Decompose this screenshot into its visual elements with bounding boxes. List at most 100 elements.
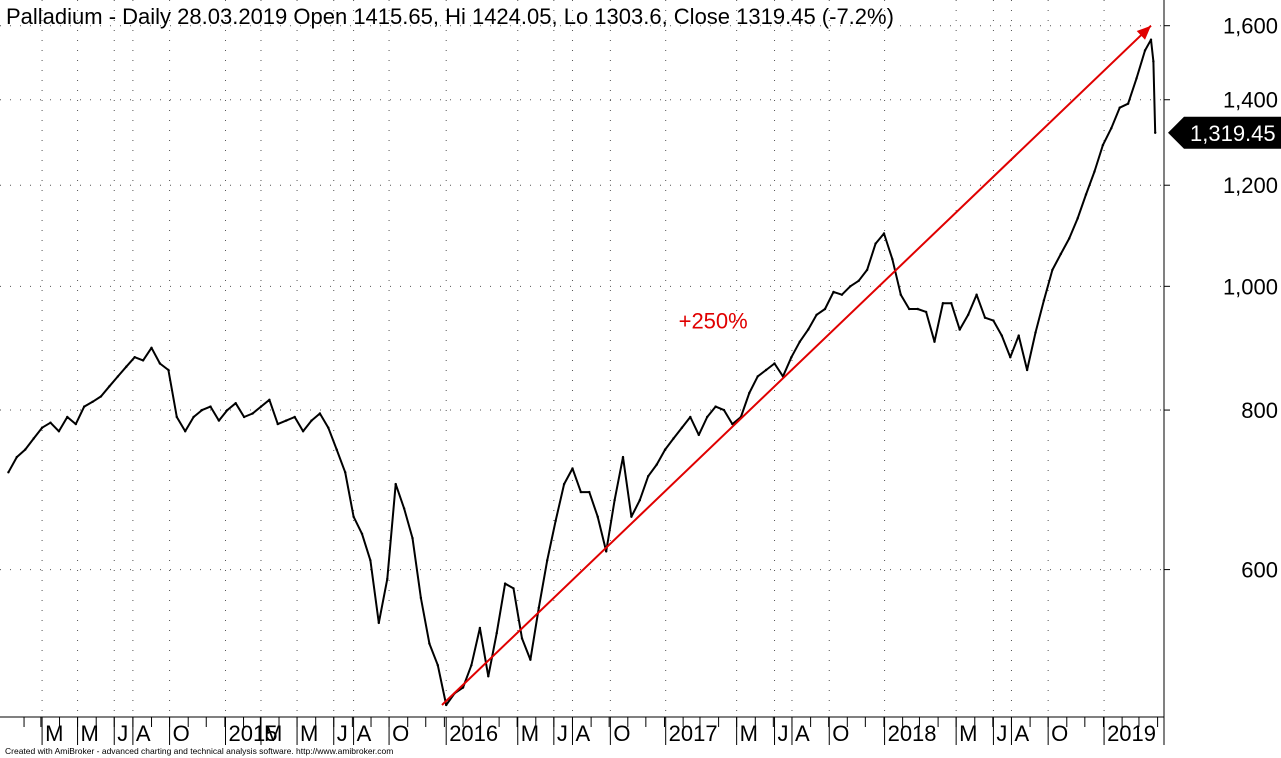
price-point: [731, 422, 734, 426]
price-point: [773, 362, 776, 365]
price-point: [108, 385, 111, 388]
price-point: [697, 433, 700, 437]
price-point: [1017, 334, 1020, 337]
price-point: [1000, 334, 1003, 337]
y-tick-label: 1,200: [1223, 173, 1278, 198]
x-tick-label: O: [173, 721, 190, 746]
price-point: [562, 482, 566, 486]
x-tick-label: M: [521, 721, 539, 746]
price-point: [74, 422, 78, 426]
price-point: [941, 302, 945, 305]
price-point: [908, 307, 911, 311]
x-tick-label: A: [136, 721, 151, 746]
price-point: [66, 415, 69, 419]
price-point: [647, 475, 650, 478]
price-point: [1034, 331, 1037, 334]
x-tick-label: 2015: [228, 721, 277, 746]
x-tick-label: J: [117, 721, 128, 746]
price-point: [276, 422, 279, 426]
chart-title: Palladium - Daily 28.03.2019 Open 1415.6…: [6, 4, 894, 29]
price-point: [402, 507, 406, 510]
price-point: [1118, 106, 1121, 109]
price-point: [958, 328, 961, 331]
x-tick-label: M: [300, 721, 318, 746]
price-point: [865, 268, 869, 272]
price-point: [377, 621, 380, 625]
price-point: [672, 437, 675, 440]
price-series: [7, 38, 1157, 707]
price-point: [158, 362, 162, 365]
price-point: [916, 307, 919, 311]
price-point: [487, 675, 490, 678]
price-point: [1149, 38, 1153, 41]
price-point: [40, 426, 44, 429]
last-value-badge: 1,319.45: [1168, 116, 1281, 149]
price-point: [116, 375, 120, 378]
price-point: [99, 395, 103, 398]
y-tick-label: 1,600: [1223, 14, 1278, 39]
trendline-group: [441, 24, 1152, 706]
x-tick-label: M: [81, 721, 99, 746]
x-tick-label: M: [959, 721, 977, 746]
x-tick-label: J: [996, 721, 1007, 746]
price-point: [512, 587, 515, 590]
x-tick-label: A: [357, 721, 372, 746]
price-point: [175, 415, 178, 419]
price-point: [386, 577, 389, 581]
x-tick-label: A: [575, 721, 590, 746]
price-point: [630, 515, 633, 518]
x-tick-label: J: [778, 721, 789, 746]
price-point: [849, 285, 852, 288]
price-point: [798, 340, 801, 343]
price-point: [150, 346, 153, 349]
price-point: [436, 664, 439, 667]
price-point: [327, 426, 330, 429]
price-point: [807, 328, 810, 331]
grid-lines: [0, 0, 1164, 717]
price-point: [1009, 356, 1012, 359]
price-point: [992, 319, 995, 322]
price-point: [1076, 217, 1079, 220]
price-point: [857, 279, 860, 282]
y-tick-label: 600: [1241, 558, 1278, 583]
y-axis-ticks: 600 800 1,000 1,200 1,400 1,600: [1164, 14, 1278, 583]
price-point: [899, 293, 902, 296]
price-point: [411, 536, 414, 540]
price-point: [874, 242, 877, 245]
price-point: [1059, 252, 1063, 256]
price-point: [209, 405, 212, 408]
price-point: [832, 290, 835, 294]
price-point: [596, 515, 599, 518]
price-point: [1126, 102, 1130, 105]
price-point: [15, 455, 18, 459]
price-point: [1042, 299, 1046, 302]
x-tick-label: 2016: [449, 721, 498, 746]
price-point: [1135, 77, 1138, 80]
price-point: [756, 375, 759, 378]
price-point: [394, 482, 397, 486]
price-point: [950, 302, 953, 305]
price-point: [689, 415, 692, 419]
gain-annotation: +250%: [679, 309, 748, 334]
x-tick-label: O: [832, 721, 849, 746]
price-point: [714, 405, 717, 408]
x-tick-label: A: [795, 721, 810, 746]
price-point: [1093, 170, 1096, 173]
price-point: [1051, 268, 1054, 272]
price-point: [259, 405, 263, 408]
price-point: [318, 412, 322, 415]
trendline-arrowhead: [1136, 25, 1151, 40]
last-value-label: 1,319.45: [1190, 121, 1276, 146]
price-point: [49, 421, 52, 424]
price-point: [461, 686, 465, 689]
price-point: [722, 408, 726, 412]
x-tick-label: O: [613, 721, 630, 746]
price-point: [571, 467, 574, 470]
price-point: [546, 559, 549, 562]
x-tick-label: J: [337, 721, 348, 746]
price-point: [83, 405, 86, 408]
software-credit: Created with AmiBroker - advanced charti…: [5, 746, 393, 756]
price-point: [242, 415, 246, 419]
price-point: [352, 515, 355, 518]
x-tick-label: 2019: [1107, 721, 1156, 746]
